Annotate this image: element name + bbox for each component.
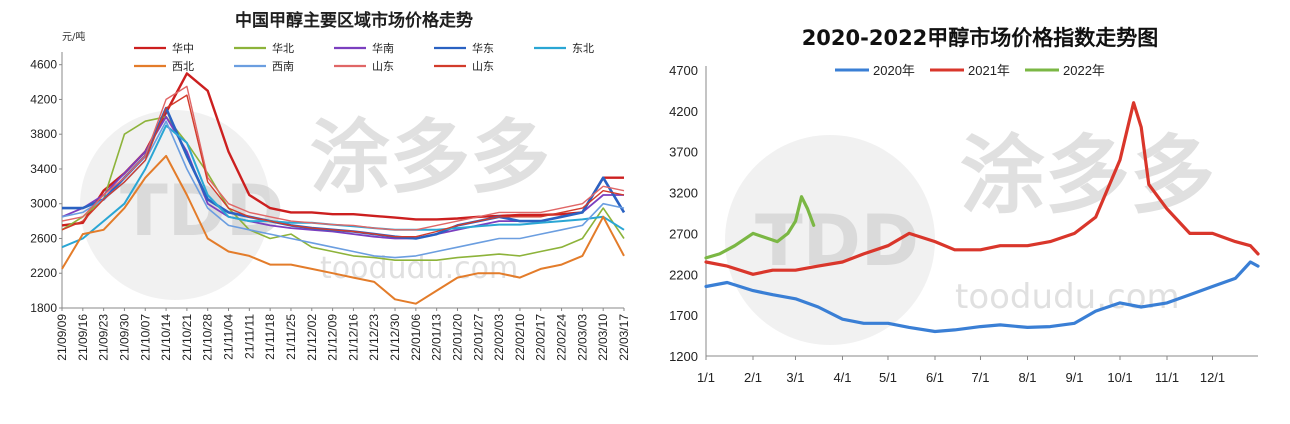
left-watermark-url: toodudu.com	[320, 251, 518, 286]
right-x-tick-label: 9/1	[1065, 370, 1083, 385]
left-x-tick-label: 21/12/09	[326, 314, 340, 361]
left-x-tick-label: 21/10/28	[201, 314, 215, 361]
right-chart: TDD 涂多多 toodudu.com 1200 1700 2200 2700 3200 370…	[669, 63, 1260, 385]
left-watermark: TDD 涂多多 toodudu.com	[80, 110, 550, 300]
right-series-line-0	[704, 260, 1260, 334]
right-y-tick-label: 2700	[669, 226, 698, 241]
left-series-line-7	[61, 85, 625, 231]
right-y-tick-label: 2200	[669, 267, 698, 282]
right-y-tick-label: 1700	[669, 308, 698, 323]
left-y-tick-label: 3800	[30, 127, 57, 141]
right-x-tick-label: 7/1	[971, 370, 989, 385]
left-x-tick-label: 21/10/07	[138, 314, 152, 361]
right-x-tick-label: 8/1	[1018, 370, 1036, 385]
right-x-tick-label: 1/1	[697, 370, 715, 385]
left-x-tick-label: 21/11/11	[242, 314, 256, 359]
left-x-tick-label: 21/11/25	[284, 314, 298, 360]
left-x-tick-label: 21/11/04	[222, 314, 236, 360]
left-y-tick-label: 4600	[30, 58, 57, 72]
left-x-tick-label: 22/03/10	[596, 314, 610, 361]
left-x-tick-label: 22/01/06	[409, 314, 423, 361]
left-x-tick-label: 22/01/27	[471, 314, 485, 361]
right-watermark-circle	[725, 135, 935, 345]
left-y-tick-label: 2200	[30, 266, 57, 280]
left-x-tick-label: 22/02/03	[492, 314, 506, 361]
right-legend-label: 2022年	[1063, 63, 1105, 78]
left-x-tick-label: 21/09/30	[117, 314, 131, 361]
right-watermark: TDD 涂多多 toodudu.com	[725, 127, 1215, 345]
right-watermark-logo: TDD	[755, 200, 919, 282]
right-y-tick-label: 3700	[669, 145, 698, 160]
right-x-tick-label: 12/1	[1200, 370, 1225, 385]
left-chart: TDD 涂多多 toodudu.com 1800 2200 2600 3000 3400 380…	[30, 41, 631, 361]
right-chart-title: 2020-2022甲醇市场价格指数走势图	[802, 26, 1159, 50]
right-x-tick-label: 4/1	[833, 370, 851, 385]
left-x-tick-label: 21/09/09	[55, 314, 69, 361]
right-y-tick-label: 1200	[669, 349, 698, 364]
left-legend-label: 西南	[272, 60, 294, 73]
left-series-line-1	[61, 116, 625, 261]
left-legend-label: 西北	[172, 60, 194, 73]
left-x-tick-label: 22/02/24	[555, 314, 569, 361]
left-legend-label: 华东	[472, 41, 494, 55]
left-x-tick-label: 21/12/02	[305, 314, 319, 361]
left-legend-label: 山东	[372, 60, 394, 73]
left-x-tick-label: 22/02/17	[534, 314, 548, 361]
left-y-tick-label: 4200	[30, 92, 57, 106]
left-legend-label: 东北	[572, 42, 594, 55]
right-y-tick-label: 4700	[669, 63, 698, 78]
left-x-tick-label: 21/10/21	[180, 314, 194, 361]
right-series-line-1	[704, 101, 1260, 276]
right-legend-label: 2021年	[968, 63, 1010, 78]
left-x-tick-label: 21/11/18	[263, 314, 277, 360]
left-x-tick-label: 21/09/23	[97, 314, 111, 361]
right-x-tick-label: 3/1	[786, 370, 804, 385]
right-watermark-cn: 涂多多	[960, 127, 1215, 226]
right-y-tick-label: 3200	[669, 186, 698, 201]
left-watermark-logo: TDD	[120, 170, 284, 252]
right-x-tick-label: 2/1	[744, 370, 762, 385]
left-x-tick-label: 21/12/23	[367, 314, 381, 361]
right-x-tick-label: 5/1	[879, 370, 897, 385]
left-series-line-6	[61, 120, 625, 259]
right-watermark-url: toodudu.com	[955, 277, 1180, 317]
right-legend-label: 2020年	[873, 63, 915, 78]
left-legend-label: 华北	[272, 41, 294, 55]
left-legend-label: 华南	[372, 41, 394, 55]
right-x-tick-label: 6/1	[926, 370, 944, 385]
left-x-tick-label: 22/01/13	[430, 314, 444, 361]
right-x-tick-label: 11/1	[1155, 370, 1179, 385]
left-y-tick-label: 2600	[30, 231, 57, 245]
left-legend-label: 华中	[172, 41, 194, 55]
left-watermark-circle	[80, 110, 270, 300]
left-y-unit: 元/吨	[62, 30, 85, 43]
left-x-tick-label: 21/09/16	[76, 314, 90, 361]
left-x-tick-label: 22/03/17	[617, 314, 631, 361]
left-legend-label: 山东	[472, 60, 494, 73]
left-x-tick-label: 22/02/10	[513, 314, 527, 361]
left-chart-title: 中国甲醇主要区域市场价格走势	[235, 10, 473, 31]
left-x-tick-label: 21/12/30	[388, 314, 402, 361]
left-series-line-8	[61, 94, 625, 238]
left-x-tick-label: 22/01/20	[450, 314, 464, 361]
left-x-tick-label: 21/12/16	[346, 314, 360, 361]
right-y-tick-label: 4200	[669, 104, 698, 119]
left-y-tick-label: 3400	[30, 162, 57, 176]
left-x-tick-label: 21/10/14	[159, 314, 173, 361]
left-watermark-cn: 涂多多	[310, 111, 550, 204]
left-x-tick-label: 22/03/03	[575, 314, 589, 361]
left-y-tick-label: 1800	[30, 301, 57, 315]
left-y-tick-label: 3000	[30, 197, 57, 211]
right-x-tick-label: 10/1	[1107, 370, 1132, 385]
right-series-line-2	[704, 195, 816, 260]
left-series-line-5	[61, 154, 625, 305]
